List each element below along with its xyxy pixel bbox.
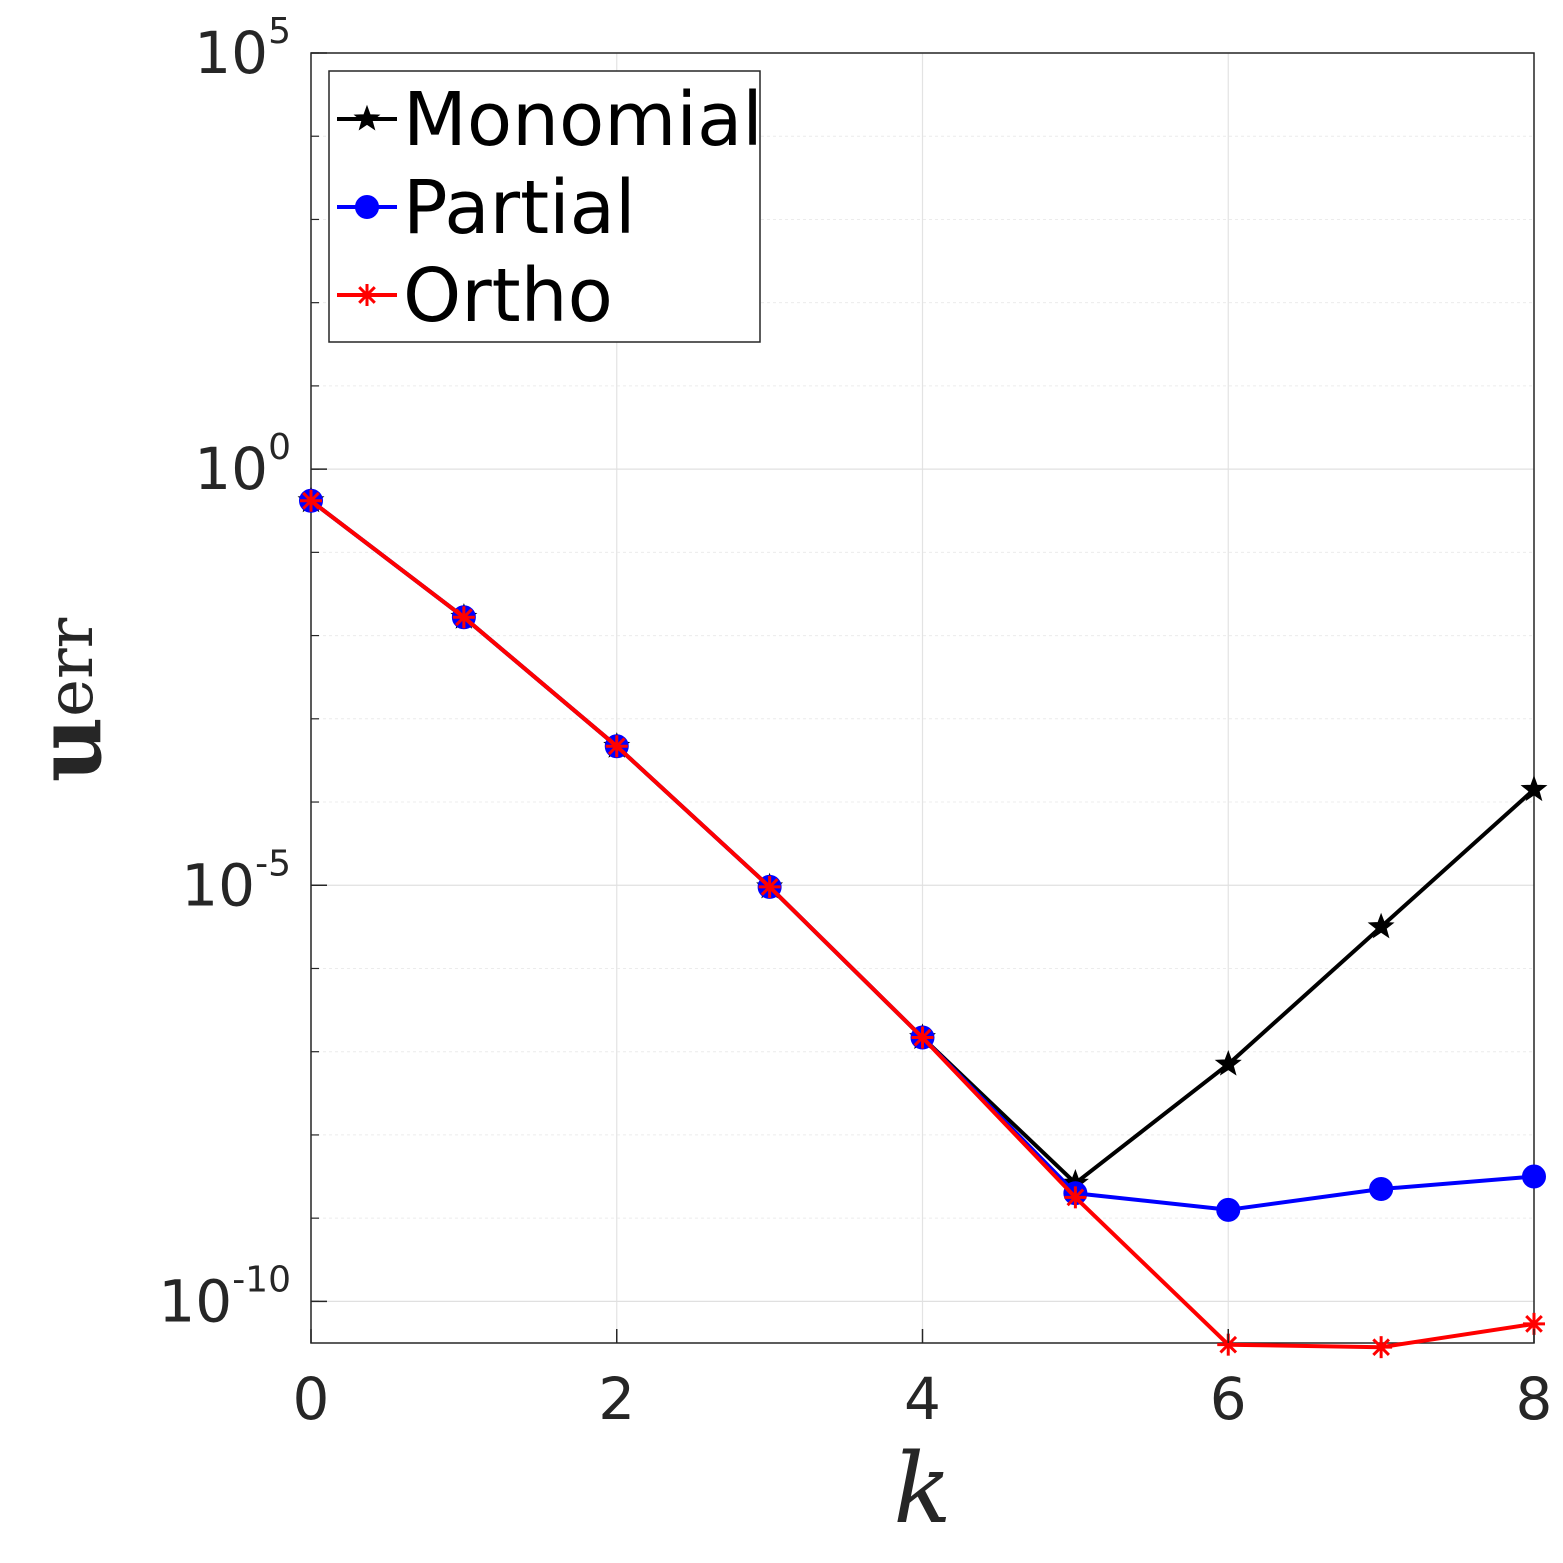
asterisk-stroke xyxy=(1525,1315,1543,1333)
data-point-partial xyxy=(1216,1197,1241,1222)
y-tick-label-0: 105 xyxy=(194,11,291,87)
y-tick-label-1: 100 xyxy=(194,427,291,503)
data-point-ortho xyxy=(1370,1336,1393,1359)
asterisk-stroke xyxy=(1066,1188,1085,1207)
y-tick-label-3: 10-10 xyxy=(158,1259,291,1335)
data-point-ortho xyxy=(758,875,781,898)
legend-marker xyxy=(356,284,378,306)
y-tick-label-2: 10-5 xyxy=(181,843,291,919)
data-point-monomial xyxy=(1367,912,1395,939)
legend-box xyxy=(328,70,761,343)
asterisk-stroke xyxy=(607,737,626,756)
y-tick-base: 10 xyxy=(194,435,268,503)
asterisk-stroke xyxy=(358,286,376,304)
asterisk-stroke xyxy=(760,878,779,896)
y-tick-exponent: 0 xyxy=(268,427,291,468)
data-point-monomial xyxy=(1520,775,1548,802)
legend-marker xyxy=(353,104,381,131)
data-point-monomial xyxy=(1214,1050,1242,1076)
y-axis-label-sub: err xyxy=(34,617,108,716)
y-axis-label: uerr xyxy=(16,617,122,782)
x-tick-label-3: 6 xyxy=(1210,1365,1247,1433)
x-tick-label-4: 8 xyxy=(1516,1365,1553,1433)
legend-marker xyxy=(355,195,379,219)
data-point-partial xyxy=(1522,1164,1546,1189)
data-point-ortho xyxy=(1523,1312,1545,1335)
data-point-ortho xyxy=(911,1026,934,1049)
y-axis-label-main: u xyxy=(16,717,122,782)
x-tick-label-0: 0 xyxy=(293,1365,330,1433)
series-ortho xyxy=(300,489,1545,1359)
series-group xyxy=(297,486,1548,1359)
y-tick-exponent: 5 xyxy=(268,11,291,52)
y-tick-base: 10 xyxy=(194,19,268,87)
data-point-ortho xyxy=(300,489,322,512)
asterisk-stroke xyxy=(1372,1338,1390,1357)
x-tick-label-1: 2 xyxy=(598,1365,635,1433)
legend-label: Ortho xyxy=(403,253,613,339)
y-tick-exponent: -5 xyxy=(255,843,291,884)
data-point-ortho xyxy=(452,606,475,629)
data-point-ortho xyxy=(605,735,628,758)
asterisk-stroke xyxy=(913,1028,932,1047)
y-tick-exponent: -10 xyxy=(232,1259,291,1300)
legend-label: Partial xyxy=(403,165,636,251)
legend-item-monomial: Monomial xyxy=(337,77,763,163)
data-point-ortho xyxy=(1064,1186,1087,1209)
asterisk-stroke xyxy=(302,491,320,510)
asterisk-stroke xyxy=(455,608,473,627)
legend-item-ortho: Ortho xyxy=(337,253,613,339)
data-point-partial xyxy=(1369,1177,1394,1202)
y-tick-base: 10 xyxy=(158,1267,232,1335)
legend-item-partial: Partial xyxy=(337,165,636,251)
y-tick-base: 10 xyxy=(181,851,255,919)
x-tick-label-2: 4 xyxy=(904,1365,941,1433)
x-axis-label: k xyxy=(893,1433,951,1545)
legend-label: Monomial xyxy=(403,77,763,163)
asterisk-stroke xyxy=(1219,1335,1238,1354)
